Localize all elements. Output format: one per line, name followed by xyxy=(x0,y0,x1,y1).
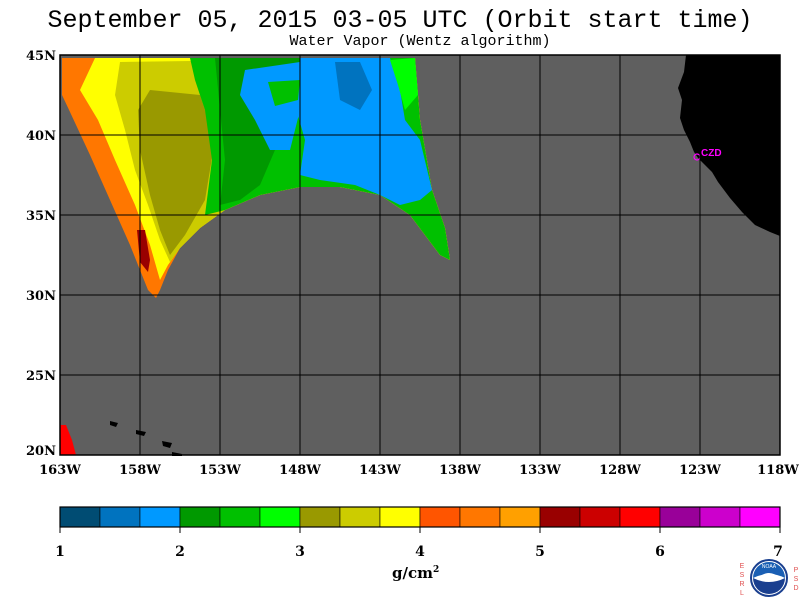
logo-letter: S xyxy=(794,576,799,583)
unit-text: g/cm xyxy=(392,564,433,582)
lat-label: 45N xyxy=(26,49,56,64)
lon-label: 158W xyxy=(119,463,161,478)
lon-label: 148W xyxy=(279,463,321,478)
swath-bright-green xyxy=(390,58,418,110)
colorbar-swatch xyxy=(459,506,501,528)
page-title: September 05, 2015 03-05 UTC (Orbit star… xyxy=(47,6,753,35)
colorbar-ticks: 1 2 3 4 5 6 7 xyxy=(55,544,783,560)
island-kauai xyxy=(110,421,118,427)
lon-label: 128W xyxy=(599,463,641,478)
page-subtitle: Water Vapor (Wentz algorithm) xyxy=(289,33,551,50)
island-maui xyxy=(136,430,146,436)
colorbar-swatch xyxy=(139,506,181,528)
colorbar-swatch xyxy=(219,506,261,528)
colorbar-tick-label: 4 xyxy=(415,544,425,560)
colorbar xyxy=(59,506,781,533)
logo-letter: S xyxy=(740,572,745,579)
logo-letter: P xyxy=(794,567,799,574)
lat-label: 40N xyxy=(26,129,56,144)
colorbar-tick-label: 1 xyxy=(55,544,65,560)
lat-labels: 45N 40N 35N 30N 25N 20N xyxy=(26,49,56,459)
colorbar-swatch xyxy=(59,506,101,528)
island-molokai xyxy=(162,441,172,448)
colorbar-tick-label: 7 xyxy=(773,544,783,560)
lon-label: 123W xyxy=(679,463,721,478)
colorbar-swatch xyxy=(659,506,701,528)
colorbar-swatch xyxy=(699,506,741,528)
noaa-badge-top xyxy=(753,562,785,578)
lat-label: 20N xyxy=(26,444,56,459)
logo-letter: L xyxy=(740,590,744,597)
colorbar-swatch xyxy=(299,506,341,528)
lon-label: 138W xyxy=(439,463,481,478)
lon-label: 163W xyxy=(39,463,81,478)
colorbar-tick-label: 6 xyxy=(655,544,665,560)
colorbar-swatch xyxy=(619,506,661,528)
noaa-badge-bottom xyxy=(753,578,785,594)
logo-letter: R xyxy=(739,581,744,588)
lat-lon-grid xyxy=(60,55,780,455)
colorbar-tick-label: 5 xyxy=(535,544,545,560)
lon-label: 153W xyxy=(199,463,241,478)
colorbar-tick-label: 3 xyxy=(295,544,305,560)
water-vapor-swath xyxy=(60,58,450,455)
colorbar-swatch xyxy=(379,506,421,528)
colorbar-swatch xyxy=(339,506,381,528)
swath-blue xyxy=(295,58,432,205)
colorbar-swatch xyxy=(499,506,541,528)
colorbar-swatch xyxy=(739,506,781,528)
noaa-bird-icon xyxy=(758,573,780,578)
logo-letter: D xyxy=(793,585,798,592)
swath-olive xyxy=(138,90,215,255)
lat-label: 35N xyxy=(26,209,56,224)
lon-label: 118W xyxy=(757,463,799,478)
colorbar-swatch xyxy=(579,506,621,528)
swath-red-corner xyxy=(60,425,76,455)
noaa-esrl-psd-logo: E S R L P S D NOAA xyxy=(739,559,799,597)
lon-label: 143W xyxy=(359,463,401,478)
colorbar-swatch xyxy=(259,506,301,528)
station-label: CZD xyxy=(701,148,722,159)
colorbar-swatch xyxy=(179,506,221,528)
land xyxy=(110,55,780,456)
colorbar-swatch xyxy=(99,506,141,528)
lat-label: 30N xyxy=(26,289,56,304)
noaa-badge-text: NOAA xyxy=(762,564,777,570)
lon-labels: 163W 158W 153W 148W 143W 138W 133W 128W … xyxy=(39,463,799,478)
colorbar-swatch xyxy=(419,506,461,528)
swath-dark-blue xyxy=(335,62,372,110)
california-coast xyxy=(678,55,780,236)
colorbar-tick-label: 2 xyxy=(175,544,185,560)
logo-letter: E xyxy=(740,563,745,570)
colorbar-unit: g/cm2 xyxy=(392,564,439,582)
lon-label: 133W xyxy=(519,463,561,478)
colorbar-swatch xyxy=(539,506,581,528)
unit-exponent: 2 xyxy=(432,565,440,575)
swath-green-patch xyxy=(268,80,300,106)
map-frame xyxy=(59,54,781,456)
lat-label: 25N xyxy=(26,369,56,384)
